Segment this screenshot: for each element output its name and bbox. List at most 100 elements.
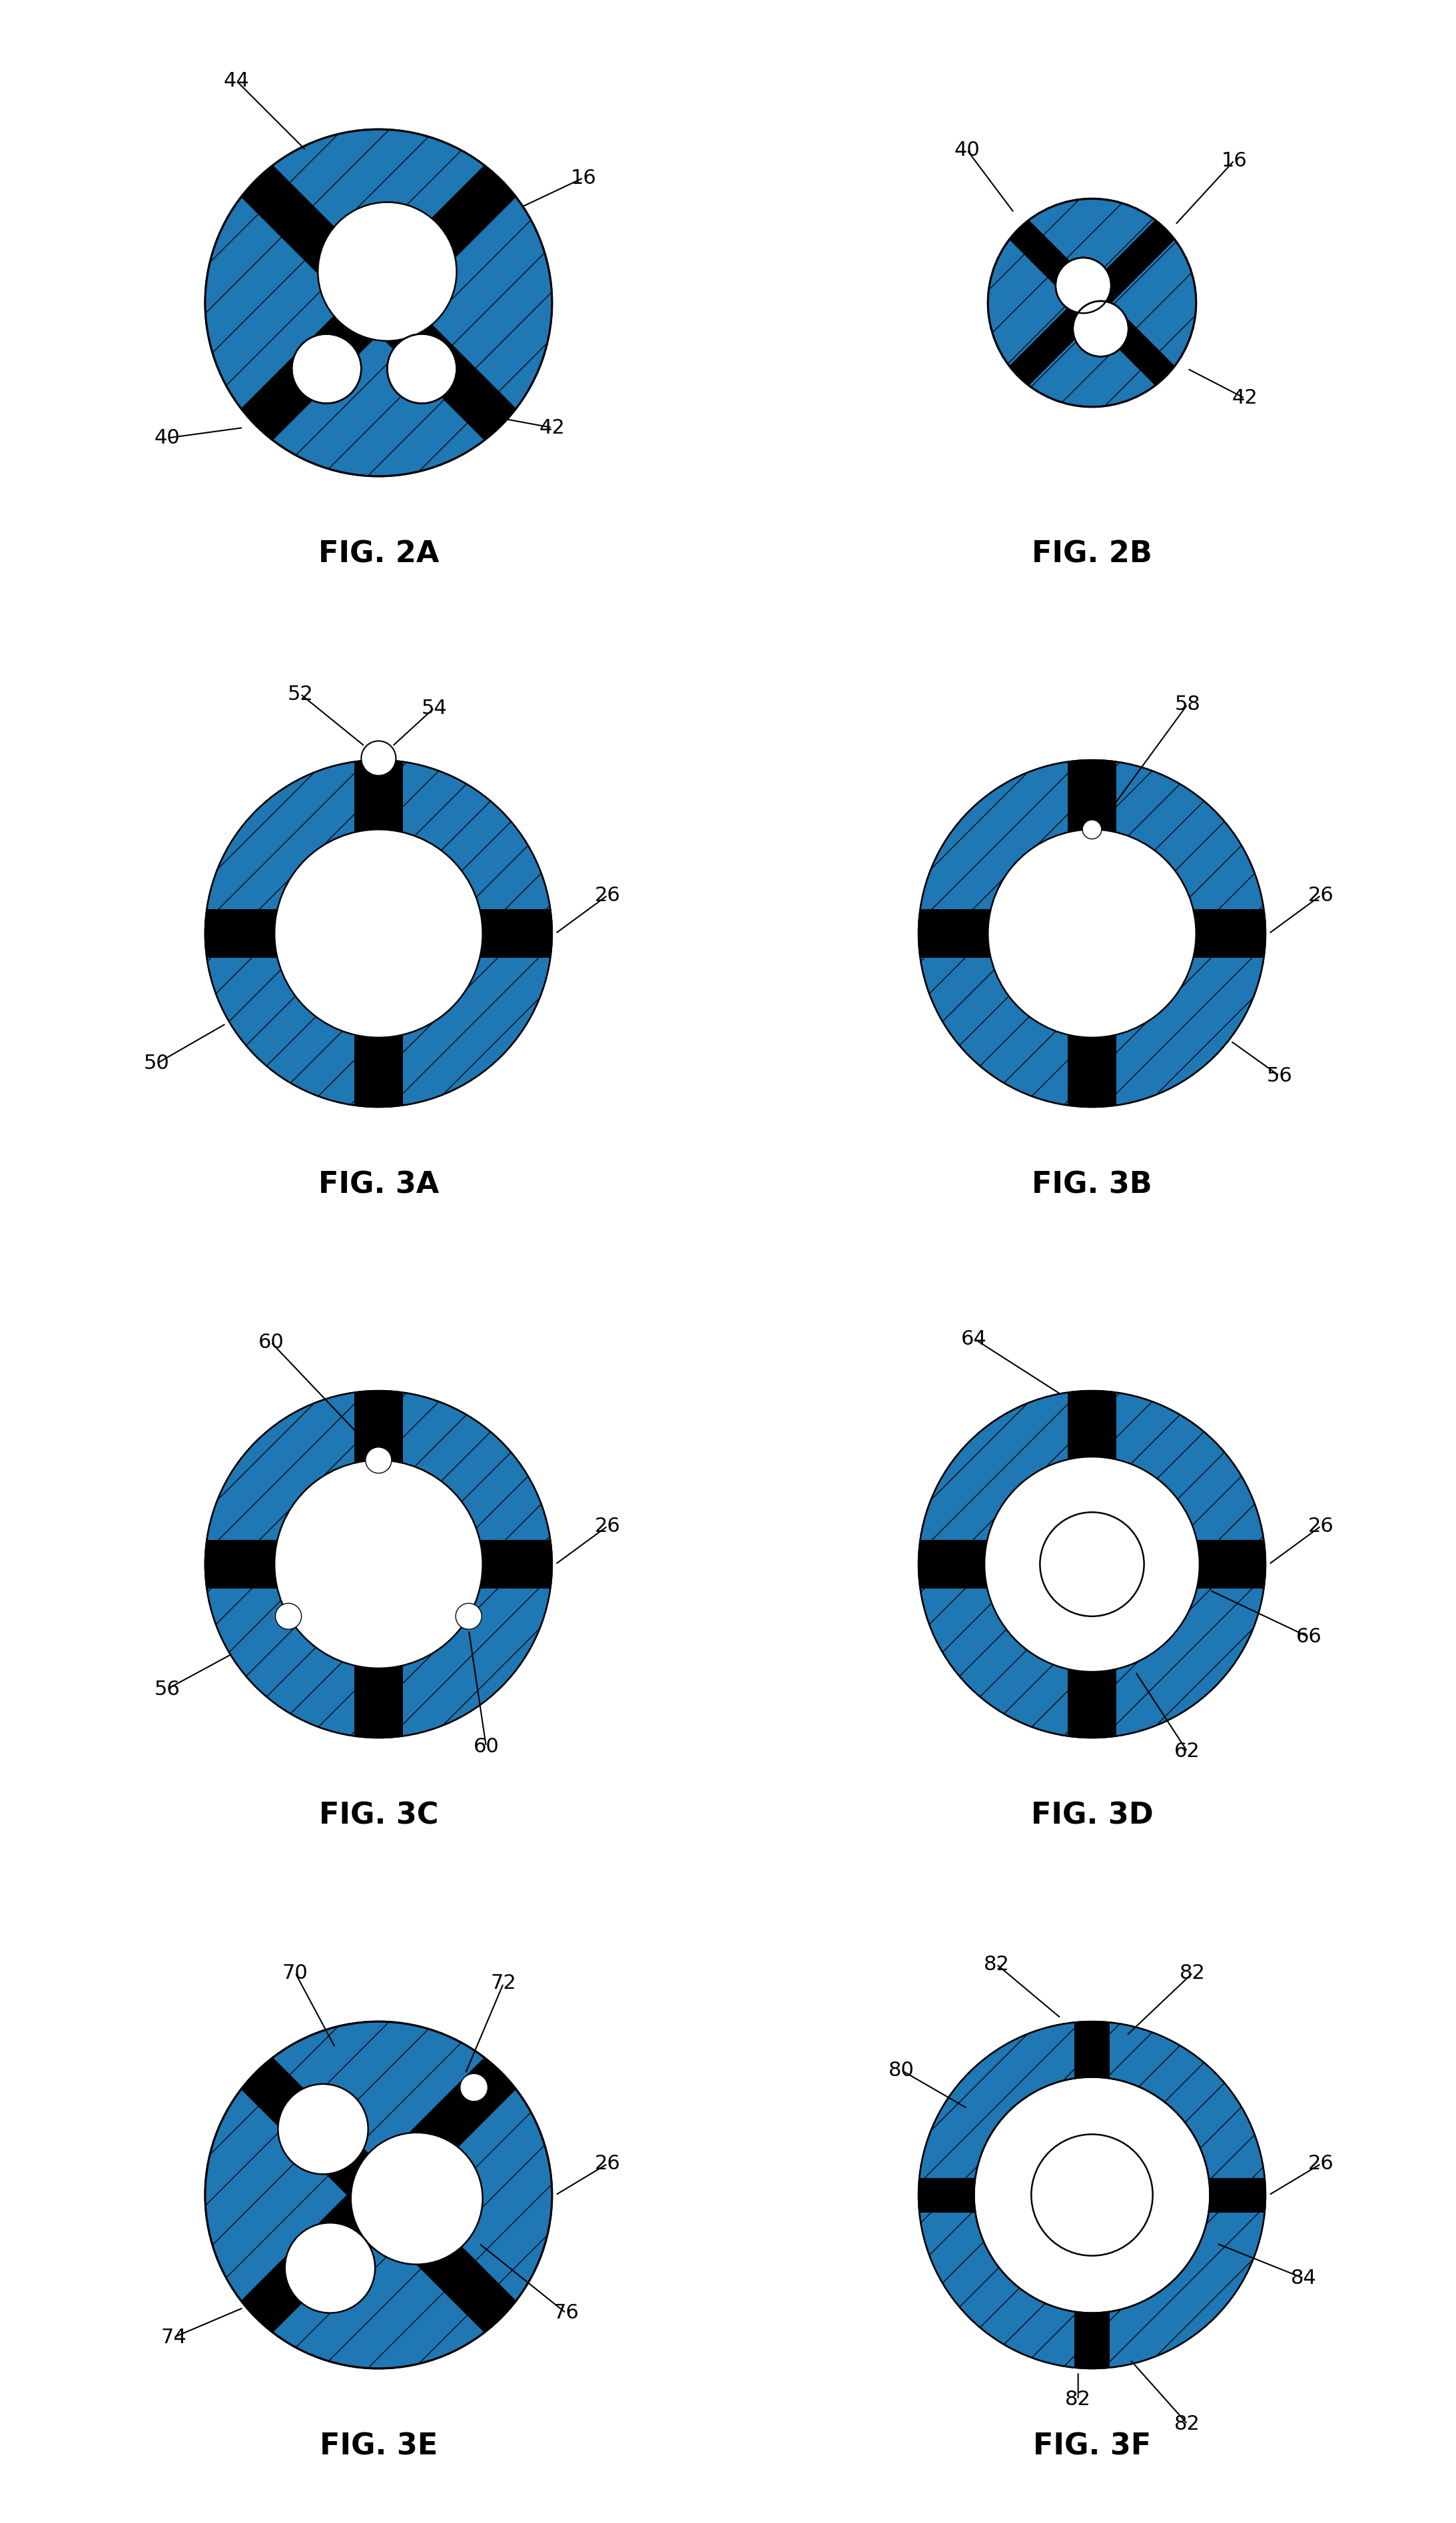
Circle shape: [205, 1390, 552, 1738]
Text: 62: 62: [1175, 1741, 1200, 1761]
Circle shape: [351, 2132, 482, 2266]
Text: FIG. 3E: FIG. 3E: [319, 2432, 438, 2460]
Circle shape: [974, 2076, 1210, 2314]
Circle shape: [275, 1461, 482, 1668]
Text: 26: 26: [1307, 1516, 1334, 1537]
Text: 26: 26: [1307, 886, 1334, 906]
Circle shape: [1031, 2134, 1153, 2256]
Circle shape: [989, 830, 1195, 1037]
Polygon shape: [898, 108, 1286, 497]
Circle shape: [919, 1390, 1265, 1738]
Circle shape: [919, 2021, 1265, 2369]
Circle shape: [919, 1390, 1265, 1738]
Text: FIG. 2A: FIG. 2A: [319, 540, 438, 568]
Circle shape: [989, 830, 1195, 1037]
Text: 76: 76: [553, 2303, 579, 2324]
Polygon shape: [1075, 1761, 1109, 2523]
Circle shape: [285, 2223, 376, 2314]
Circle shape: [974, 2076, 1210, 2314]
Circle shape: [275, 830, 482, 1037]
Circle shape: [984, 1456, 1200, 1673]
Text: 72: 72: [491, 1973, 517, 1993]
Text: 26: 26: [594, 2155, 620, 2172]
Text: 50: 50: [144, 1055, 169, 1072]
Text: 60: 60: [473, 1736, 499, 1756]
Text: FIG. 3F: FIG. 3F: [1032, 2432, 1152, 2460]
Circle shape: [984, 1456, 1200, 1673]
Text: 40: 40: [154, 429, 181, 447]
Circle shape: [205, 129, 552, 477]
Circle shape: [919, 2021, 1265, 2369]
Text: 26: 26: [1307, 2155, 1334, 2172]
Circle shape: [205, 759, 552, 1108]
Polygon shape: [0, 1539, 812, 1589]
Text: 56: 56: [154, 1680, 181, 1698]
Circle shape: [205, 1390, 552, 1738]
Text: 26: 26: [594, 1516, 620, 1537]
Circle shape: [361, 742, 396, 775]
Circle shape: [275, 830, 482, 1037]
Text: 52: 52: [288, 684, 313, 704]
Text: 60: 60: [258, 1332, 284, 1352]
Text: 66: 66: [1296, 1627, 1322, 1648]
Polygon shape: [898, 108, 1286, 497]
Circle shape: [205, 129, 552, 477]
Text: FIG. 3A: FIG. 3A: [319, 1171, 438, 1198]
Circle shape: [278, 2084, 368, 2175]
Circle shape: [919, 2021, 1265, 2369]
Circle shape: [365, 1448, 392, 1473]
Text: FIG. 3D: FIG. 3D: [1031, 1801, 1153, 1829]
Text: 74: 74: [162, 2329, 186, 2346]
Circle shape: [1082, 820, 1102, 840]
Circle shape: [989, 199, 1195, 406]
Circle shape: [456, 1602, 482, 1630]
Text: 80: 80: [888, 2061, 914, 2079]
Text: 82: 82: [1175, 2415, 1200, 2435]
Text: 58: 58: [1175, 694, 1200, 714]
Polygon shape: [354, 500, 403, 1367]
Circle shape: [1040, 1511, 1144, 1617]
Polygon shape: [0, 908, 812, 959]
Text: 64: 64: [961, 1330, 987, 1347]
Circle shape: [205, 2021, 552, 2369]
Text: 26: 26: [594, 886, 620, 906]
Circle shape: [974, 2076, 1210, 2314]
Circle shape: [205, 1390, 552, 1738]
Circle shape: [205, 759, 552, 1108]
Text: FIG. 2B: FIG. 2B: [1032, 540, 1152, 568]
Circle shape: [989, 830, 1195, 1037]
Circle shape: [919, 759, 1265, 1108]
Text: 16: 16: [1222, 151, 1248, 169]
Circle shape: [1031, 2134, 1153, 2256]
Text: FIG. 3B: FIG. 3B: [1032, 1171, 1152, 1198]
Circle shape: [989, 199, 1195, 406]
Polygon shape: [874, 1976, 1310, 2415]
Text: 42: 42: [1232, 389, 1258, 409]
Circle shape: [984, 1456, 1200, 1673]
Polygon shape: [874, 1976, 1310, 2415]
Polygon shape: [658, 908, 1456, 959]
Circle shape: [919, 759, 1265, 1108]
Circle shape: [1073, 300, 1128, 356]
Polygon shape: [1067, 1130, 1117, 1998]
Text: 82: 82: [984, 1955, 1009, 1973]
Polygon shape: [55, 1872, 702, 2518]
Polygon shape: [354, 1130, 403, 1998]
Text: 16: 16: [571, 169, 596, 187]
Circle shape: [205, 759, 552, 1108]
Circle shape: [275, 830, 482, 1037]
Text: 40: 40: [954, 141, 980, 159]
Circle shape: [275, 1461, 482, 1668]
Circle shape: [275, 1602, 301, 1630]
Circle shape: [919, 1390, 1265, 1738]
Circle shape: [1056, 257, 1111, 313]
Circle shape: [205, 129, 552, 477]
Circle shape: [275, 1461, 482, 1668]
Polygon shape: [1067, 500, 1117, 1367]
Text: 84: 84: [1290, 2268, 1316, 2288]
Circle shape: [205, 2021, 552, 2369]
Circle shape: [974, 2076, 1210, 2314]
Text: 42: 42: [539, 419, 565, 436]
Circle shape: [291, 333, 361, 404]
Circle shape: [387, 333, 457, 404]
